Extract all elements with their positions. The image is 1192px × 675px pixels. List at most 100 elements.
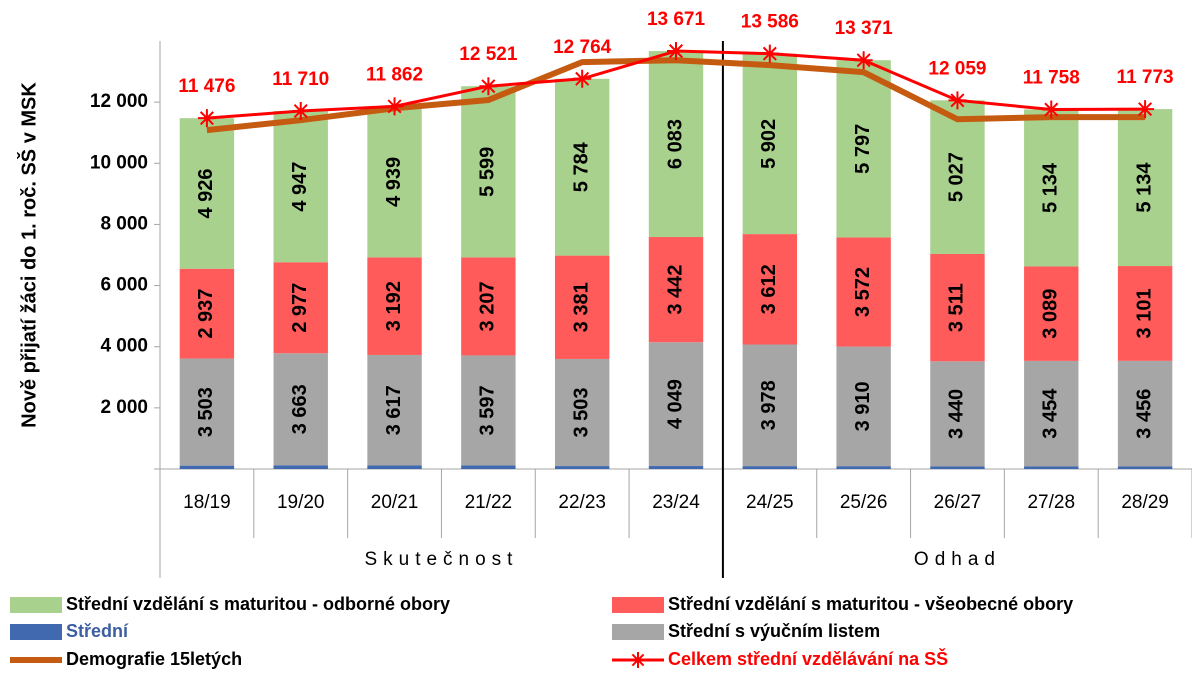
y-tick-label: 12 000 [90,91,148,112]
legend-swatch [10,624,62,640]
bar-segment [554,358,610,467]
star-marker [385,97,404,116]
bar-segment [648,342,704,467]
bar-segment [1117,266,1173,361]
bar-segment [554,466,610,469]
bar-segment [461,257,516,356]
star-marker [479,77,498,96]
data-label: 3 089 [1040,289,1062,339]
legend-swatch [10,597,62,613]
bar-segment [1024,360,1079,467]
bar-segment [554,78,610,256]
group-label: Odhad [914,549,1001,570]
data-label: 3 442 [664,265,686,315]
bar-segment [836,466,891,469]
data-label: 4 939 [383,157,405,207]
y-tick-label: 4 000 [100,336,148,357]
data-label: 5 027 [946,152,968,202]
bar-segment [461,355,516,466]
x-tick-label: 26/27 [934,492,982,513]
bar-segment [461,465,516,469]
data-label: 5 902 [758,119,780,169]
bar-segment [1117,466,1173,469]
y-tick-label: 10 000 [90,152,148,173]
legend-label: Střední [66,621,129,641]
x-tick-label: 27/28 [1027,492,1075,513]
bar-segment [742,344,798,467]
bar-segment [554,255,610,359]
data-label: 5 784 [570,141,592,192]
data-label: 3 192 [383,281,405,331]
bar-segment [836,346,891,467]
legend-label: Střední vzdělání s maturitou - všeobecné… [668,594,1073,614]
bar-segment [367,106,422,258]
x-tick-label: 23/24 [652,492,700,513]
x-tick-label: 19/20 [277,492,325,513]
x-tick-label: 25/26 [840,492,888,513]
legend-swatch [612,597,664,613]
bar-segment [930,100,985,254]
x-tick-label: 18/19 [183,492,231,513]
star-marker [291,102,310,121]
star-marker [854,51,873,70]
y-tick-label: 8 000 [100,213,148,234]
data-label: 3 207 [477,281,499,331]
data-label: 3 381 [570,282,592,332]
bar-segment [930,466,985,469]
bar-segment [742,234,798,345]
data-label: 3 440 [946,389,968,439]
data-label: 3 454 [1040,388,1062,439]
data-label: 3 101 [1133,288,1155,338]
data-label: 5 134 [1040,162,1062,213]
total-label: 13 586 [741,12,799,33]
bar-segment [273,353,328,466]
total-label: 11 476 [178,76,235,97]
total-label: 11 773 [1117,67,1174,88]
x-tick-label: 20/21 [371,492,419,513]
legend-label: Celkem střední vzdělávání na SŠ [668,648,948,669]
total-label: 12 059 [928,58,986,79]
star-marker [1136,100,1155,119]
data-label: 5 599 [477,147,499,197]
legend-label: Demografie 15letých [66,649,242,669]
data-label: 3 910 [852,381,874,431]
star-marker [948,91,967,110]
bar-segment [179,465,235,469]
y-tick-label: 2 000 [100,397,148,418]
data-label: 6 083 [664,119,686,169]
bar-segment [1024,109,1079,267]
x-tick-label: 24/25 [746,492,794,513]
bar-segment [461,86,516,258]
star-marker [1042,100,1061,119]
bar-segment [742,466,798,469]
data-label: 3 597 [477,385,499,435]
legend-label: Střední s výučním listem [668,621,880,641]
legend-marker [630,652,646,668]
total-label: 11 758 [1023,68,1080,89]
bar-segment [367,354,422,466]
bar-segment [1117,109,1173,267]
bar-segment [742,53,798,235]
x-tick-label: 28/29 [1121,492,1169,513]
legend-swatch [612,624,664,640]
data-label: 4 947 [289,162,311,212]
bar-segment [836,237,891,347]
data-label: 3 511 [946,283,968,332]
bar-segment [1117,360,1173,467]
line-series [206,57,1146,134]
bar-segment [648,51,704,238]
data-label: 4 049 [664,379,686,429]
data-label: 3 617 [383,385,405,435]
total-label: 12 764 [553,37,612,58]
bar-segment [930,361,985,467]
star-marker [197,109,216,128]
bar-segment [836,60,891,238]
bar-segment [179,118,235,269]
bar-segment [179,358,235,466]
data-label: 3 663 [289,384,311,434]
data-label: 3 503 [570,387,592,437]
total-label: 11 710 [272,69,329,90]
total-label: 11 862 [366,64,423,85]
data-label: 5 134 [1133,162,1155,213]
total-label: 13 671 [647,9,706,30]
